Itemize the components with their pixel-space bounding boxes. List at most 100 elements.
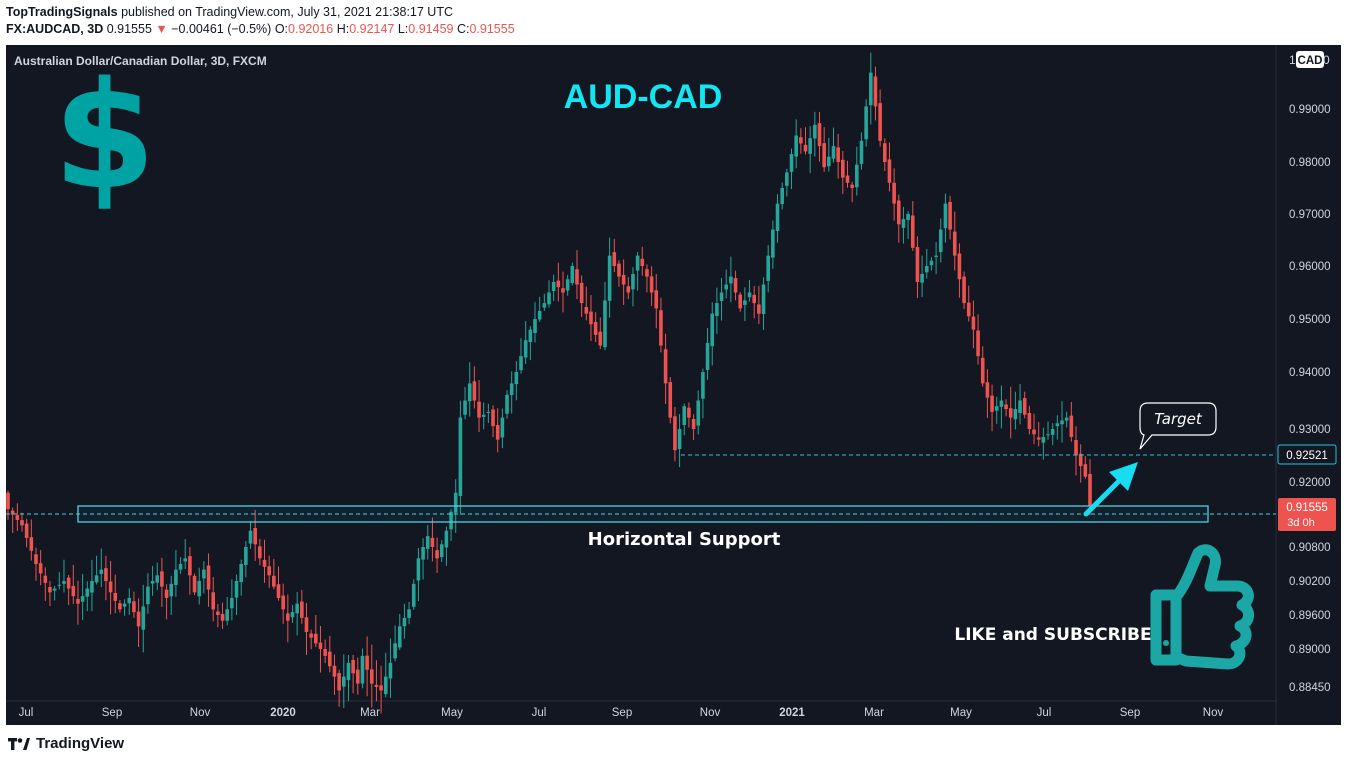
candles [6,52,1092,714]
candle-body [416,558,421,581]
candle-body [1060,420,1064,425]
candle-body [1013,409,1018,420]
candle-body [1050,429,1055,435]
candle-body [752,294,757,304]
currency-badge[interactable] [1296,51,1324,68]
candle-body [211,592,216,610]
candle-body [780,188,784,205]
candle-body [966,302,971,317]
candle-body [990,395,994,412]
candle-body [533,319,537,334]
candle-body [892,182,896,204]
candle-body [365,655,369,670]
candle-body [439,544,444,558]
tradingview-logo[interactable]: TradingView [8,735,124,752]
candle-body [994,406,999,411]
candle-body [859,140,864,164]
candle-body [817,123,822,147]
candle-body [710,313,715,347]
candle-body [66,577,71,589]
time-tick-2: Nov [190,707,211,719]
publisher-name[interactable]: TopTradingSignals [6,5,118,19]
candle-body [1032,429,1036,435]
price-tick-9: 0.90200 [1289,576,1331,588]
price-chart[interactable]: Australian Dollar/Canadian Dollar, 3D, F… [6,45,1341,725]
candle-body [654,290,659,309]
candle-body [976,330,980,357]
candle-body [122,603,127,607]
symbol-label: FX:AUDCAD, 3D [6,22,104,36]
candle-body [677,429,682,450]
candle-body [962,276,966,304]
candle-body [234,581,239,598]
candle-body [38,563,43,574]
candle-body [239,564,243,583]
target-callout[interactable] [1139,402,1217,450]
low-label: L: [397,22,409,36]
candle-body [668,382,673,418]
candle-body [1069,415,1074,437]
candle-body [449,511,453,530]
candle-body [10,510,15,515]
candle-body [183,558,188,562]
time-tick-1: Sep [102,707,122,719]
candle-body [766,255,770,281]
candle-body [864,106,868,140]
candle-body [481,414,486,417]
candle-body [453,492,458,513]
candle-body [160,571,164,587]
candle-body [472,381,477,401]
time-tick-6: Jul [532,707,547,719]
candle-body [421,547,425,560]
candle-body [388,662,393,679]
candle-body [934,255,938,257]
candle-body [458,417,463,496]
candle-body [99,569,104,574]
candle-body [118,603,122,610]
candle-body [850,184,854,188]
candle-body [1074,440,1078,456]
candle-body [206,565,211,590]
candle-body [813,124,817,139]
candle-body [71,585,76,597]
candle-body [337,673,341,691]
close-value: 0.91555 [469,22,515,36]
candle-body [663,349,668,384]
candle-body [500,417,505,438]
candle-body [150,581,155,584]
dollar-sign-icon: $ [53,50,156,222]
candle-body [328,651,332,667]
candle-body [341,676,346,687]
candle-body [607,255,612,301]
candle-body [1046,434,1050,436]
candle-body [836,147,840,162]
candle-body [29,537,34,551]
candle-body [631,273,635,290]
candle-body [896,200,901,225]
candle-body [57,584,62,586]
candle-body [1055,423,1060,427]
candle-body [924,266,929,273]
candle-body [407,609,411,618]
candle-body [174,569,178,585]
chart-panel[interactable]: Australian Dollar/Canadian Dollar, 3D, F… [6,45,1341,725]
candle-body [724,284,729,290]
candle-body [547,292,551,305]
price-tick-2: 0.97000 [1289,209,1331,221]
candle-body [225,609,229,621]
time-axis: Jul Sep Nov 2020 Mar May Jul Sep Nov 2021 Mar May Ju… [19,707,1224,719]
candle-body [323,649,327,656]
candle-body [705,342,710,370]
candle-body [34,554,38,564]
candle-body [901,219,906,228]
candle-body [509,383,514,396]
candle-body [929,260,934,266]
candle-body [743,300,747,305]
candle-body [957,253,962,280]
time-tick-4: Mar [360,707,380,719]
candle-body [938,229,943,253]
price-tick-7: 0.92000 [1289,477,1331,489]
candle-body [1088,473,1092,507]
price-tick-6: 0.93000 [1289,424,1331,436]
candle-body [52,588,57,591]
